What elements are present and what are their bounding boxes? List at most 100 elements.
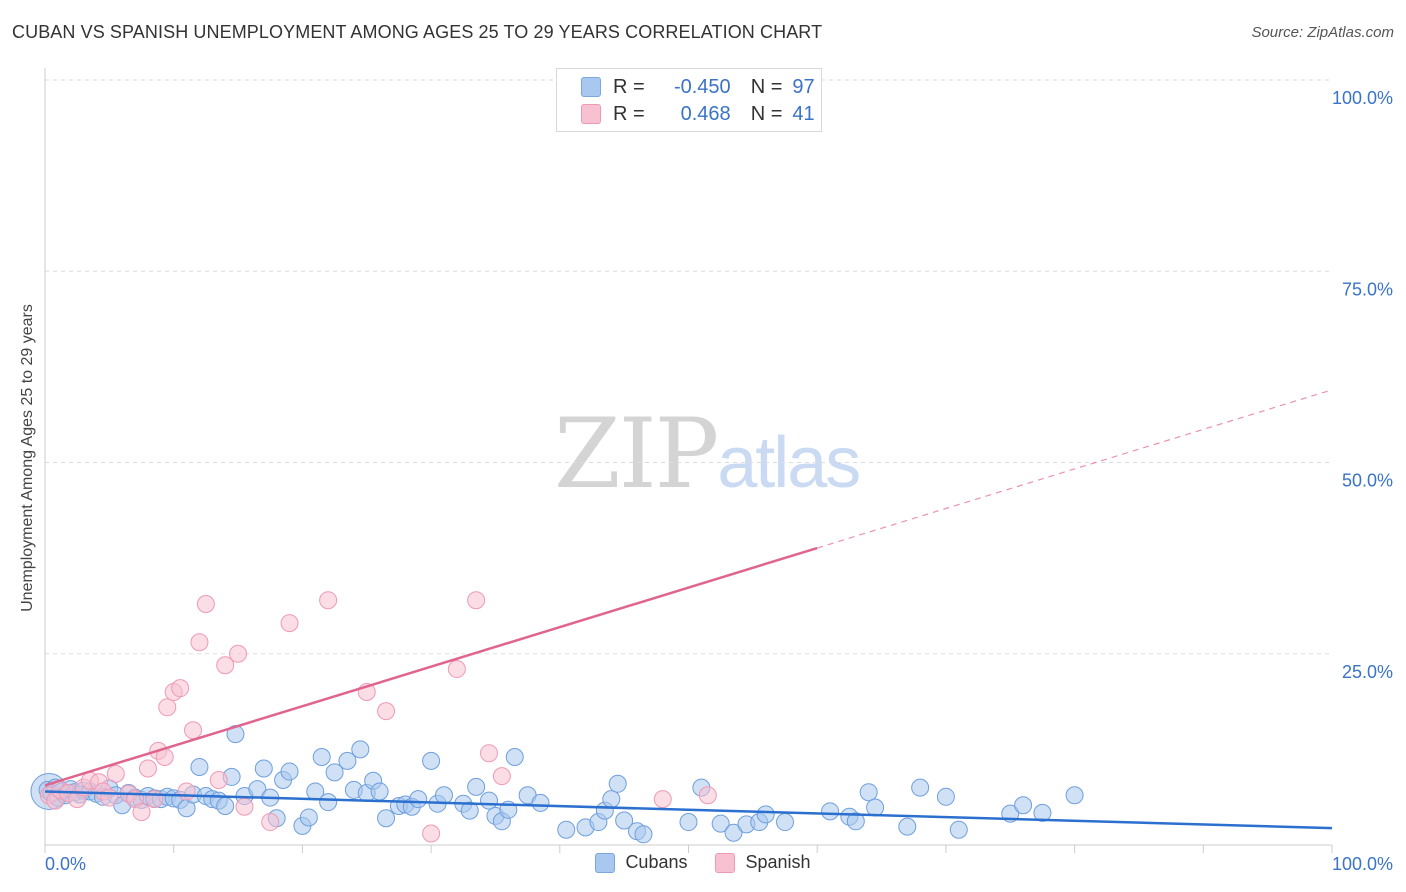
legend-n-value: 97 (792, 75, 815, 98)
data-point-cubans (531, 793, 550, 812)
x-tick-label-min: 0.0% (45, 854, 86, 874)
legend-r-value: 0.468 (680, 102, 731, 125)
legend-n-label: N = (750, 75, 783, 98)
data-point-spanish (467, 591, 486, 610)
data-point-cubans (608, 774, 627, 793)
series-label-cubans: Cubans (625, 852, 688, 872)
data-point-spanish (698, 786, 717, 805)
data-point-cubans (370, 782, 389, 801)
series-legend: Cubans Spanish (0, 852, 1406, 873)
x-tick-label-max: 100.0% (1332, 854, 1393, 874)
data-point-cubans (557, 820, 576, 839)
legend-r-value: -0.450 (673, 75, 731, 98)
data-point-cubans (409, 790, 428, 809)
data-point-cubans (460, 801, 479, 820)
data-point-spanish (145, 790, 164, 809)
data-point-spanish (261, 813, 280, 832)
y-tick-label: 50.0% (1342, 471, 1393, 491)
data-point-spanish (653, 790, 672, 809)
data-point-cubans (254, 759, 273, 778)
data-point-cubans (724, 823, 743, 842)
trend-line-spanish (44, 546, 818, 787)
data-point-cubans (299, 808, 318, 827)
data-point-spanish (492, 767, 511, 786)
data-point-cubans (422, 751, 441, 770)
data-point-cubans (776, 813, 795, 832)
data-point-cubans (911, 778, 930, 797)
watermark-zip: ZIP (554, 398, 719, 510)
data-point-cubans (615, 811, 634, 830)
legend-row-cubans: R = -0.450 N = 97 (581, 74, 815, 100)
series-legend-spanish[interactable]: Spanish (715, 852, 811, 873)
data-point-spanish (377, 702, 396, 721)
data-point-spanish (190, 633, 209, 652)
data-point-cubans (434, 786, 453, 805)
legend-swatch-spanish (581, 104, 601, 124)
y-tick-label: 25.0% (1342, 662, 1393, 682)
y-tick-label: 100.0% (1332, 88, 1393, 108)
data-point-cubans (325, 763, 344, 782)
data-point-spanish (196, 595, 215, 614)
series-swatch-spanish (715, 852, 736, 873)
data-point-cubans (319, 793, 338, 812)
data-point-spanish (229, 644, 248, 663)
data-point-cubans (312, 748, 331, 767)
series-label-spanish: Spanish (745, 852, 811, 872)
data-point-cubans (679, 813, 698, 832)
data-point-cubans (338, 751, 357, 770)
data-point-cubans (821, 802, 840, 821)
data-point-cubans (351, 740, 370, 759)
data-point-cubans (280, 762, 299, 781)
chart-title: CUBAN VS SPANISH UNEMPLOYMENT AMONG AGES… (12, 22, 823, 42)
data-point-spanish (447, 660, 466, 679)
y-axis-label: Unemployment Among Ages 25 to 29 years (19, 304, 36, 612)
data-point-cubans (216, 796, 235, 815)
data-point-spanish (100, 788, 119, 807)
data-point-spanish (319, 591, 338, 610)
series-legend-cubans[interactable]: Cubans (595, 852, 687, 873)
data-point-spanish (138, 759, 157, 778)
series-swatch-cubans (595, 852, 616, 873)
trend-line-cubans (44, 790, 1333, 830)
data-point-cubans (1033, 803, 1052, 822)
data-point-spanish (132, 803, 151, 822)
data-point-cubans (846, 812, 865, 831)
legend-r-label: R = (613, 102, 645, 125)
source-note: Source: ZipAtlas.com (1251, 24, 1394, 41)
data-point-cubans (711, 814, 730, 833)
data-point-cubans (602, 790, 621, 809)
data-point-cubans (949, 820, 968, 839)
data-point-cubans (936, 787, 955, 806)
correlation-legend: R = -0.450 N = 97 R = 0.468 N = 41 (556, 68, 822, 132)
data-point-cubans (480, 791, 499, 810)
data-point-spanish (177, 782, 196, 801)
legend-n-label: N = (750, 102, 783, 125)
data-point-spanish (106, 764, 125, 783)
data-point-spanish (158, 698, 177, 717)
data-point-cubans (1065, 786, 1084, 805)
data-point-cubans (866, 798, 885, 817)
data-point-cubans (898, 817, 917, 836)
trend-line-extension-spanish (817, 389, 1333, 549)
y-tick-label: 75.0% (1342, 279, 1393, 299)
data-point-spanish (209, 770, 228, 789)
data-point-spanish (280, 614, 299, 633)
data-point-cubans (377, 809, 396, 828)
data-point-cubans (634, 825, 653, 844)
data-point-spanish (184, 721, 203, 740)
data-point-cubans (1014, 796, 1033, 815)
data-point-spanish (171, 679, 190, 698)
data-point-spanish (235, 797, 254, 816)
data-point-cubans (756, 805, 775, 824)
legend-n-value: 41 (792, 102, 815, 125)
legend-swatch-cubans (581, 77, 601, 97)
data-point-cubans (859, 783, 878, 802)
legend-r-label: R = (613, 75, 645, 98)
data-point-spanish (216, 656, 235, 675)
data-point-spanish (480, 744, 499, 763)
data-point-cubans (190, 757, 209, 776)
data-point-cubans (467, 777, 486, 796)
legend-row-spanish: R = 0.468 N = 41 (581, 101, 815, 127)
data-point-cubans (505, 748, 524, 767)
